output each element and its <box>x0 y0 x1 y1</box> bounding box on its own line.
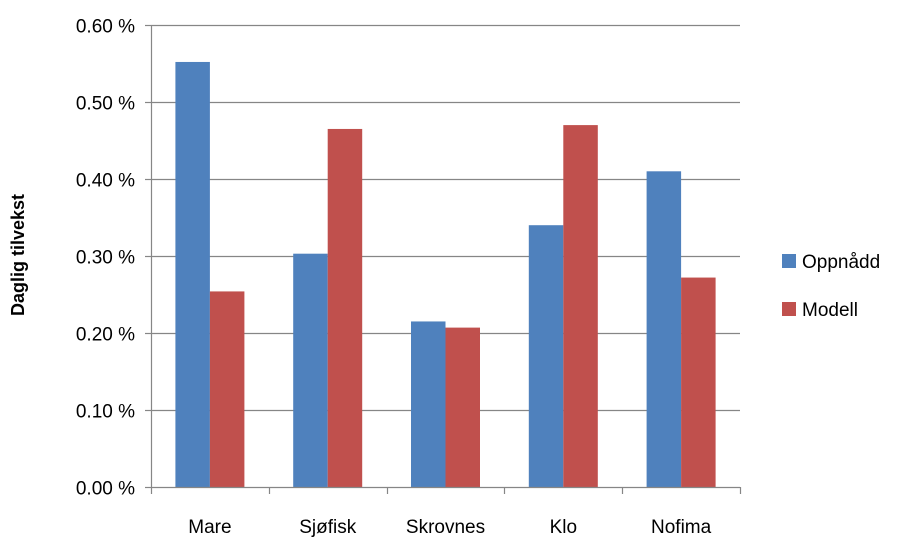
x-tick-label: Klo <box>550 517 577 538</box>
legend: Oppnådd Modell <box>782 252 880 321</box>
y-tick-labels: 0.00 % 0.10 % 0.20 % 0.30 % 0.40 % 0.50 % 0.60… <box>76 17 135 500</box>
bar-modell-skrovnes <box>445 327 480 487</box>
y-tick-label: 0.00 % <box>76 479 135 500</box>
bar-oppnådd-klo <box>528 225 564 487</box>
legend-swatch-oppnådd <box>782 254 796 268</box>
x-tick-label: Sjøfisk <box>299 517 357 538</box>
x-tick-labels: Mare Sjøfisk Skrovnes Klo Nofima <box>188 517 711 538</box>
bar-modell-sjøfisk <box>327 128 363 487</box>
bar-oppnådd-nofima <box>646 171 682 488</box>
bar-modell-nofima <box>681 277 716 487</box>
x-tick-label: Mare <box>188 517 231 538</box>
y-tick-label: 0.20 % <box>76 325 135 346</box>
y-tick-label: 0.60 % <box>76 17 135 38</box>
legend-label: Oppnådd <box>802 252 880 273</box>
y-tick-label: 0.30 % <box>76 248 135 269</box>
gridlines <box>151 24 740 412</box>
bars <box>175 61 716 488</box>
bar-modell-klo <box>563 125 598 487</box>
y-tick-label: 0.50 % <box>76 94 135 115</box>
legend-swatch-modell <box>782 302 796 316</box>
bar-modell-mare <box>209 291 245 487</box>
y-tick-label: 0.10 % <box>76 402 135 423</box>
y-axis-label: Daglig tilvekst <box>8 194 28 316</box>
bar-oppnådd-mare <box>175 61 210 488</box>
bar-oppnådd-skrovnes <box>411 321 446 487</box>
y-tick-label: 0.40 % <box>76 171 135 192</box>
axes <box>145 24 742 494</box>
legend-label: Modell <box>802 300 858 321</box>
x-tick-label: Nofima <box>651 517 712 538</box>
bar-oppnådd-sjøfisk <box>293 253 328 487</box>
x-tick-label: Skrovnes <box>406 517 485 538</box>
